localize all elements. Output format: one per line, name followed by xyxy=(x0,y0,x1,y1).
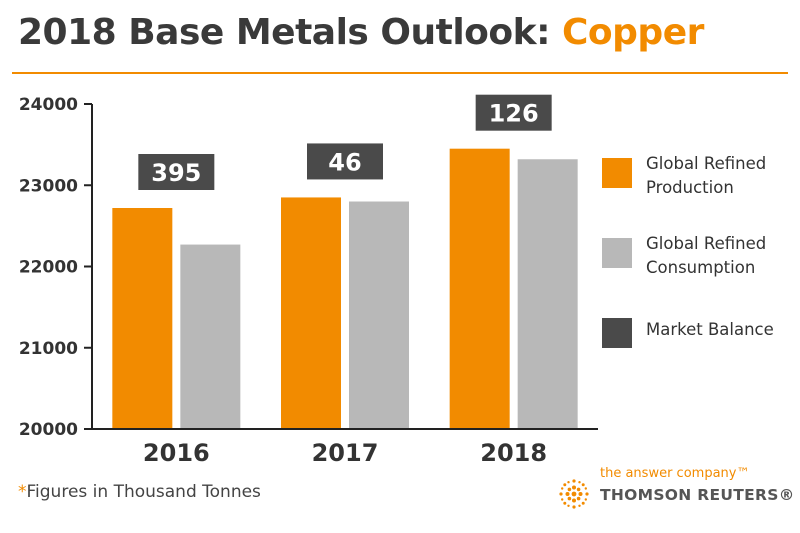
legend-item-production: Global Refined Production xyxy=(602,152,791,200)
title-accent: Copper xyxy=(562,12,704,53)
market-balance-box xyxy=(307,143,383,180)
legend-label-balance: Market Balance xyxy=(646,320,774,339)
market-balance-label: 46 xyxy=(328,148,361,176)
market-balance-box xyxy=(138,154,215,190)
bar-production xyxy=(281,197,341,429)
bar-consumption xyxy=(517,159,578,429)
brand-tagline: the answer company™ xyxy=(600,466,750,481)
market-balance-label: 126 xyxy=(489,100,539,128)
legend-item-balance: Market Balance xyxy=(602,312,791,348)
page-title: 2018 Base Metals Outlook: Copper xyxy=(18,12,704,53)
footnote: *Figures in Thousand Tonnes xyxy=(18,482,261,502)
legend-label-production: Global Refined Production xyxy=(646,154,767,197)
legend-swatch-consumption xyxy=(602,238,632,268)
x-tick-label: 2017 xyxy=(312,439,379,467)
footnote-star: * xyxy=(18,482,27,502)
thomson-reuters-logo-icon xyxy=(559,479,589,509)
x-tick-label: 2016 xyxy=(143,439,210,467)
footnote-text: Figures in Thousand Tonnes xyxy=(26,482,261,502)
y-tick-label: 22000 xyxy=(19,258,78,278)
legend-swatch-production xyxy=(602,158,632,188)
bar-production xyxy=(112,208,173,429)
market-balance-label: 395 xyxy=(151,159,201,187)
x-tick-label: 2018 xyxy=(480,439,547,467)
y-tick-label: 20000 xyxy=(19,420,78,440)
y-tick-label: 23000 xyxy=(19,176,78,196)
bar-consumption xyxy=(180,244,241,429)
legend-swatch-balance xyxy=(602,318,632,348)
bar-consumption xyxy=(349,201,409,429)
title-divider xyxy=(12,72,788,74)
market-balance-box xyxy=(475,94,552,131)
y-tick-label: 21000 xyxy=(19,339,78,359)
brand-block: the answer company™ THOMSON REUTERS® xyxy=(556,466,794,516)
brand-name: THOMSON REUTERS® xyxy=(600,486,795,504)
title-prefix: 2018 Base Metals Outlook: xyxy=(18,12,562,53)
legend-item-consumption: Global Refined Consumption xyxy=(602,232,791,280)
y-tick-label: 24000 xyxy=(19,95,78,115)
bar-production xyxy=(449,148,510,429)
legend-label-consumption: Global Refined Consumption xyxy=(646,234,767,277)
